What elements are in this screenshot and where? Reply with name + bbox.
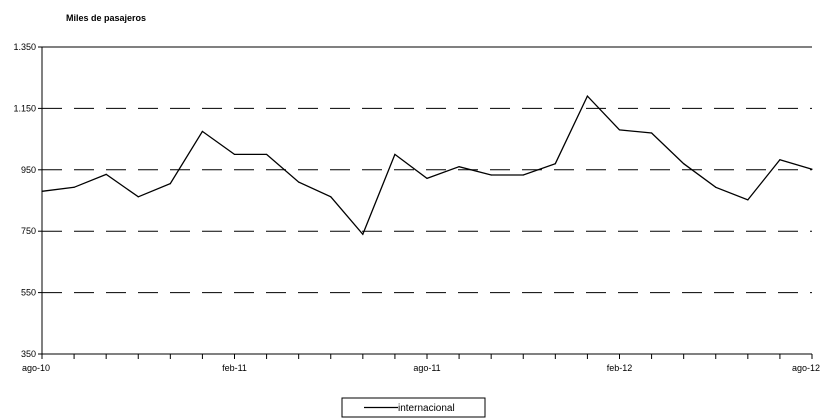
- x-tick-label: ago-10: [22, 363, 50, 373]
- y-tick-label: 950: [21, 165, 36, 175]
- data-point: [683, 163, 684, 164]
- data-point: [73, 187, 74, 188]
- series-line-internacional: [42, 96, 812, 234]
- y-tick-label: 750: [21, 226, 36, 236]
- data-point: [138, 196, 139, 197]
- gridlines: [42, 108, 812, 292]
- series-layer: [41, 96, 812, 235]
- data-point: [555, 163, 556, 164]
- legend: internacional: [342, 398, 485, 417]
- data-point: [298, 181, 299, 182]
- y-tick-label: 550: [21, 288, 36, 298]
- x-tick-label: ago-12: [792, 363, 820, 373]
- data-point: [715, 187, 716, 188]
- data-point: [587, 96, 588, 97]
- data-point: [619, 129, 620, 130]
- data-point: [234, 154, 235, 155]
- y-tick-label: 350: [21, 349, 36, 359]
- data-point: [458, 166, 459, 167]
- x-tick-label: feb-11: [222, 363, 247, 373]
- data-point: [747, 199, 748, 200]
- data-point: [202, 131, 203, 132]
- data-point: [811, 169, 812, 170]
- data-point: [651, 132, 652, 133]
- y-tick-label: 1.350: [13, 42, 36, 52]
- data-point: [106, 174, 107, 175]
- data-point: [266, 154, 267, 155]
- data-point: [491, 174, 492, 175]
- data-point: [41, 191, 42, 192]
- x-tick-label: feb-12: [607, 363, 633, 373]
- y-tick-label: 1.150: [13, 103, 36, 113]
- data-point: [330, 196, 331, 197]
- data-point: [523, 174, 524, 175]
- x-axis-ticks: ago-10 feb-11 ago-11 feb-12 ago-12: [22, 354, 820, 373]
- data-point: [779, 159, 780, 160]
- y-axis-label: Miles de pasajeros: [66, 13, 146, 23]
- data-point: [426, 178, 427, 179]
- y-axis-ticks: 350 550 750 950 1.150 1.350: [13, 42, 42, 359]
- data-point: [362, 234, 363, 235]
- x-tick-label: ago-11: [413, 363, 440, 373]
- data-point: [394, 154, 395, 155]
- legend-label: internacional: [398, 403, 455, 414]
- data-point: [170, 183, 171, 184]
- axes: [42, 47, 812, 354]
